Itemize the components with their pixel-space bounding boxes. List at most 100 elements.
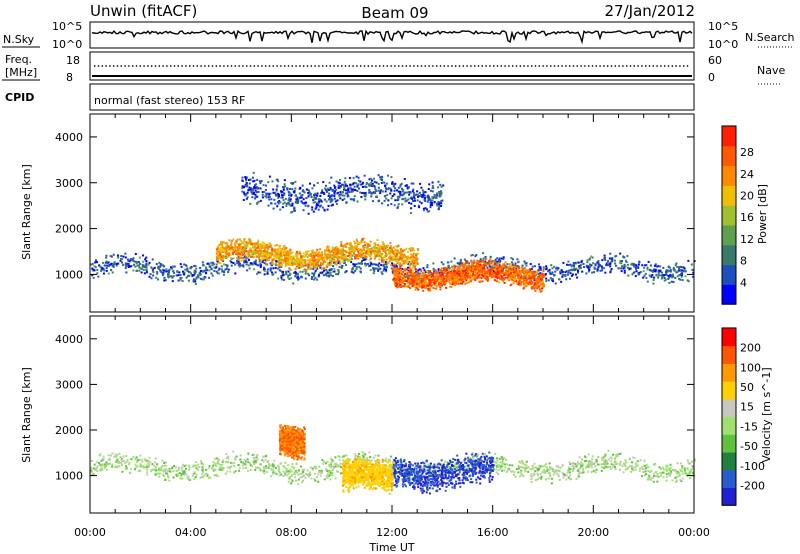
heatmap-cell: [394, 182, 397, 185]
heatmap-cell: [423, 285, 426, 288]
heatmap-cell: [394, 276, 397, 279]
heatmap-cell: [334, 252, 337, 255]
station-title: Unwin (fitACF): [90, 2, 197, 20]
heatmap-cell: [243, 193, 246, 196]
heatmap-cell: [470, 280, 473, 283]
heatmap-cell: [335, 263, 338, 266]
heatmap-cell: [259, 199, 262, 202]
heatmap-cell: [243, 238, 246, 241]
heatmap-cell: [417, 280, 420, 283]
heatmap-cell: [224, 242, 227, 245]
heatmap-cell: [254, 196, 257, 199]
heatmap-cell: [668, 281, 671, 284]
heatmap-cell: [525, 284, 528, 287]
heatmap-cell: [311, 262, 314, 265]
heatmap-cell: [280, 190, 283, 193]
heatmap-cell: [408, 265, 411, 268]
heatmap-cell: [416, 284, 419, 287]
heatmap-cell: [369, 177, 372, 180]
heatmap-cell: [411, 190, 414, 193]
heatmap-cell: [649, 269, 652, 272]
heatmap-cell: [466, 260, 469, 263]
heatmap-cell: [424, 276, 427, 279]
heatmap-cell: [537, 277, 540, 280]
heatmap-cell: [411, 285, 414, 288]
heatmap-cell: [314, 266, 317, 269]
heatmap-cell: [284, 185, 287, 188]
heatmap-cell: [415, 193, 418, 196]
heatmap-cell: [641, 264, 644, 267]
heatmap-cell: [567, 271, 570, 274]
heatmap-cell: [330, 256, 333, 259]
heatmap-cell: [623, 265, 626, 268]
heatmap-cell: [332, 189, 335, 192]
heatmap-cell: [544, 273, 547, 276]
heatmap-cell: [289, 200, 292, 203]
heatmap-cell: [157, 266, 160, 269]
heatmap-cell: [237, 257, 240, 260]
heatmap-cell: [287, 274, 290, 277]
heatmap-cell: [407, 255, 410, 258]
heatmap-cell: [395, 281, 398, 284]
heatmap-cell: [261, 196, 264, 199]
heatmap-cell: [257, 271, 260, 274]
heatmap-cell: [338, 248, 341, 251]
heatmap-cell: [363, 185, 366, 188]
heatmap-cell: [312, 251, 315, 254]
heatmap-cell: [512, 271, 515, 274]
heatmap-cell: [210, 272, 213, 275]
heatmap-cell: [409, 279, 412, 282]
heatmap-cell: [567, 260, 570, 263]
heatmap-cell: [483, 275, 486, 278]
heatmap-cell: [382, 181, 385, 184]
heatmap-cell: [362, 244, 365, 247]
heatmap-cell: [381, 178, 384, 181]
heatmap-cell: [326, 249, 329, 252]
heatmap-cell: [576, 268, 579, 271]
heatmap-cell: [348, 250, 351, 253]
heatmap-cell: [216, 253, 219, 256]
heatmap-cell: [567, 263, 570, 266]
heatmap-cell: [175, 274, 178, 277]
heatmap-cell: [225, 252, 228, 255]
heatmap-cell: [317, 202, 320, 205]
heatmap-cell: [182, 270, 185, 273]
heatmap-cell: [308, 191, 311, 194]
heatmap-cell: [328, 181, 331, 184]
heatmap-cell: [186, 267, 189, 270]
heatmap-cell: [309, 254, 312, 257]
heatmap-cell: [497, 281, 500, 284]
heatmap-cell: [390, 249, 393, 252]
heatmap-cell: [319, 266, 322, 269]
heatmap-cell: [388, 247, 391, 250]
heatmap-cell: [145, 263, 148, 266]
heatmap-cell: [483, 263, 486, 266]
heatmap-cell: [388, 256, 391, 259]
heatmap-cell: [241, 187, 244, 190]
freq-left-tick-bottom: 8: [66, 71, 73, 84]
heatmap-cell: [372, 263, 375, 266]
heatmap-cell: [233, 251, 236, 254]
heatmap-cell: [383, 181, 386, 184]
heatmap-cell: [248, 186, 251, 189]
heatmap-cell: [423, 197, 426, 200]
heatmap-cell: [536, 281, 539, 284]
heatmap-cell: [285, 270, 288, 273]
heatmap-cell: [384, 190, 387, 193]
heatmap-cell: [208, 263, 211, 266]
heatmap-cell: [127, 259, 130, 262]
heatmap-cell: [281, 190, 284, 193]
heatmap-cell: [672, 268, 675, 271]
heatmap-cell: [130, 265, 133, 268]
heatmap-cell: [219, 248, 222, 251]
heatmap-cell: [200, 269, 203, 272]
heatmap-cell: [336, 247, 339, 250]
heatmap-cell: [288, 261, 291, 264]
heatmap-cell: [439, 183, 442, 186]
heatmap-cell: [491, 264, 494, 267]
heatmap-cell: [282, 274, 285, 277]
heatmap-cell: [269, 256, 272, 259]
heatmap-cell: [499, 270, 502, 273]
heatmap-cell: [270, 271, 273, 274]
heatmap-cell: [460, 272, 463, 275]
